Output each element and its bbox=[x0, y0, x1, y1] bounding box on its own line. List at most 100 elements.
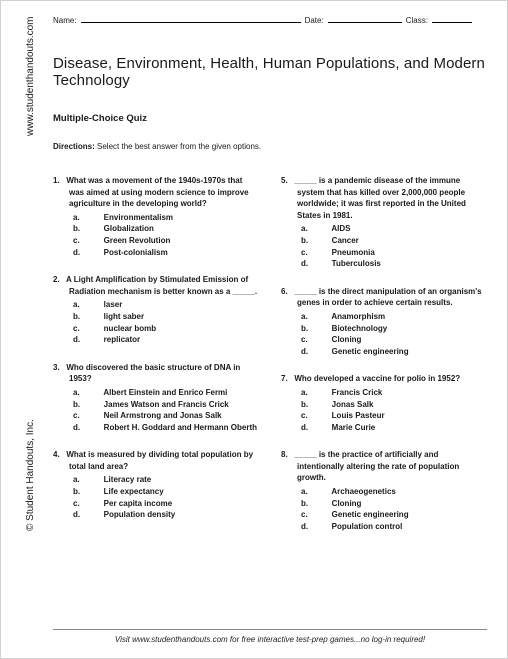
question: 6. _____ is the direct manipulation of a… bbox=[281, 286, 487, 358]
choice-letter: c. bbox=[313, 334, 325, 346]
choice-text: Environmentalism bbox=[97, 213, 173, 222]
choice[interactable]: a. AIDS bbox=[325, 223, 487, 235]
question: 7. Who developed a vaccine for polio in … bbox=[281, 373, 487, 433]
choice[interactable]: b. Cancer bbox=[325, 235, 487, 247]
choice[interactable]: b. light saber bbox=[97, 311, 259, 323]
choice-letter: c. bbox=[313, 247, 325, 259]
choice[interactable]: a. laser bbox=[97, 299, 259, 311]
choice[interactable]: a. Literacy rate bbox=[97, 474, 259, 486]
choice[interactable]: b. Jonas Salk bbox=[325, 399, 487, 411]
choice-letter: b. bbox=[85, 311, 97, 323]
choice-text: Literacy rate bbox=[97, 475, 151, 484]
choice[interactable]: a. Francis Crick bbox=[325, 387, 487, 399]
choice-text: Tuberculosis bbox=[325, 259, 381, 268]
choice[interactable]: d. Genetic engineering bbox=[325, 346, 487, 358]
choice-text: Pneumonia bbox=[325, 248, 375, 257]
choice-text: Per capita income bbox=[97, 499, 172, 508]
choice[interactable]: b. Life expectancy bbox=[97, 486, 259, 498]
choice[interactable]: b. James Watson and Francis Crick bbox=[97, 399, 259, 411]
choice[interactable]: a. Environmentalism bbox=[97, 212, 259, 224]
choice[interactable]: c. Pneumonia bbox=[325, 247, 487, 259]
choice[interactable]: a. Anamorphism bbox=[325, 311, 487, 323]
choice[interactable]: b. Biotechnology bbox=[325, 323, 487, 335]
choice-text: Neil Armstrong and Jonas Salk bbox=[97, 411, 222, 420]
choice-text: Post-colonialism bbox=[97, 248, 168, 257]
choice-text: Genetic engineering bbox=[325, 347, 409, 356]
choice[interactable]: b. Cloning bbox=[325, 498, 487, 510]
choice-text: Population density bbox=[97, 510, 175, 519]
question-number: 1. bbox=[53, 176, 66, 185]
choice-text: Cloning bbox=[325, 335, 361, 344]
choice-text: light saber bbox=[97, 312, 144, 321]
question-columns: 1. What was a movement of the 1940s-1970… bbox=[53, 175, 487, 548]
question-number: 6. bbox=[281, 287, 294, 296]
choice[interactable]: d. Tuberculosis bbox=[325, 258, 487, 270]
choice[interactable]: d. Post-colonialism bbox=[97, 247, 259, 259]
choice-text: Marie Curie bbox=[325, 423, 375, 432]
choice-letter: a. bbox=[85, 299, 97, 311]
question: 4. What is measured by dividing total po… bbox=[53, 449, 259, 521]
choice-text: Globalization bbox=[97, 224, 154, 233]
choice[interactable]: d. Population density bbox=[97, 509, 259, 521]
choice-list: a. Environmentalismb. Globalizationc. Gr… bbox=[69, 212, 259, 258]
choice-letter: a. bbox=[313, 223, 325, 235]
choice-letter: a. bbox=[313, 311, 325, 323]
question: 1. What was a movement of the 1940s-1970… bbox=[53, 175, 259, 258]
choice[interactable]: c. Per capita income bbox=[97, 498, 259, 510]
choice-letter: d. bbox=[85, 509, 97, 521]
choice[interactable]: a. Archaeogenetics bbox=[325, 486, 487, 498]
choice[interactable]: a. Albert Einstein and Enrico Fermi bbox=[97, 387, 259, 399]
directions-label: Directions: bbox=[53, 142, 95, 151]
right-column: 5. _____ is a pandemic disease of the im… bbox=[281, 175, 487, 548]
question-number: 7. bbox=[281, 374, 294, 383]
class-label: Class: bbox=[406, 16, 428, 25]
choice-text: Cloning bbox=[325, 499, 361, 508]
question-stem: Who developed a vaccine for polio in 195… bbox=[294, 374, 460, 383]
choice[interactable]: d. Marie Curie bbox=[325, 422, 487, 434]
choice-letter: c. bbox=[313, 410, 325, 422]
question-stem: A Light Amplification by Stimulated Emis… bbox=[66, 275, 257, 296]
choice-letter: b. bbox=[313, 498, 325, 510]
choice-letter: b. bbox=[313, 399, 325, 411]
choice[interactable]: d. replicator bbox=[97, 334, 259, 346]
choice-letter: d. bbox=[313, 346, 325, 358]
quiz-subtitle: Multiple-Choice Quiz bbox=[53, 113, 487, 124]
question-stem: What was a movement of the 1940s-1970s t… bbox=[66, 176, 248, 208]
choice-text: Archaeogenetics bbox=[325, 487, 396, 496]
choice-list: a. Francis Crickb. Jonas Salkc. Louis Pa… bbox=[297, 387, 487, 433]
choice-letter: b. bbox=[85, 399, 97, 411]
choice-text: Biotechnology bbox=[325, 324, 387, 333]
choice[interactable]: c. Genetic engineering bbox=[325, 509, 487, 521]
choice[interactable]: c. Green Revolution bbox=[97, 235, 259, 247]
question: 5. _____ is a pandemic disease of the im… bbox=[281, 175, 487, 270]
choice-letter: b. bbox=[313, 235, 325, 247]
choice-letter: d. bbox=[313, 258, 325, 270]
choice-letter: b. bbox=[85, 486, 97, 498]
choice-letter: a. bbox=[313, 387, 325, 399]
choice[interactable]: b. Globalization bbox=[97, 223, 259, 235]
page-title: Disease, Environment, Health, Human Popu… bbox=[53, 55, 487, 89]
left-column: 1. What was a movement of the 1940s-1970… bbox=[53, 175, 259, 548]
choice[interactable]: d. Robert H. Goddard and Hermann Oberth bbox=[97, 422, 259, 434]
choice-text: Genetic engineering bbox=[325, 510, 409, 519]
class-blank[interactable] bbox=[432, 15, 472, 23]
choice[interactable]: c. Cloning bbox=[325, 334, 487, 346]
name-blank[interactable] bbox=[81, 15, 301, 23]
choice-text: nuclear bomb bbox=[97, 324, 156, 333]
choice-list: a. Anamorphismb. Biotechnologyc. Cloning… bbox=[297, 311, 487, 357]
question-number: 8. bbox=[281, 450, 294, 459]
choice[interactable]: c. Louis Pasteur bbox=[325, 410, 487, 422]
sidebar-url: www.studenthandouts.com bbox=[25, 16, 36, 136]
choice-letter: a. bbox=[313, 486, 325, 498]
choice-text: Albert Einstein and Enrico Fermi bbox=[97, 388, 227, 397]
choice[interactable]: c. nuclear bomb bbox=[97, 323, 259, 335]
sidebar-copyright: © Student Handouts, Inc. bbox=[25, 419, 36, 531]
choice-text: laser bbox=[97, 300, 122, 309]
choice[interactable]: c. Neil Armstrong and Jonas Salk bbox=[97, 410, 259, 422]
choice-letter: d. bbox=[313, 422, 325, 434]
choice-text: Francis Crick bbox=[325, 388, 382, 397]
question-stem: _____ is a pandemic disease of the immun… bbox=[294, 176, 466, 220]
choice[interactable]: d. Population control bbox=[325, 521, 487, 533]
choice-text: Population control bbox=[325, 522, 402, 531]
date-blank[interactable] bbox=[328, 15, 402, 23]
